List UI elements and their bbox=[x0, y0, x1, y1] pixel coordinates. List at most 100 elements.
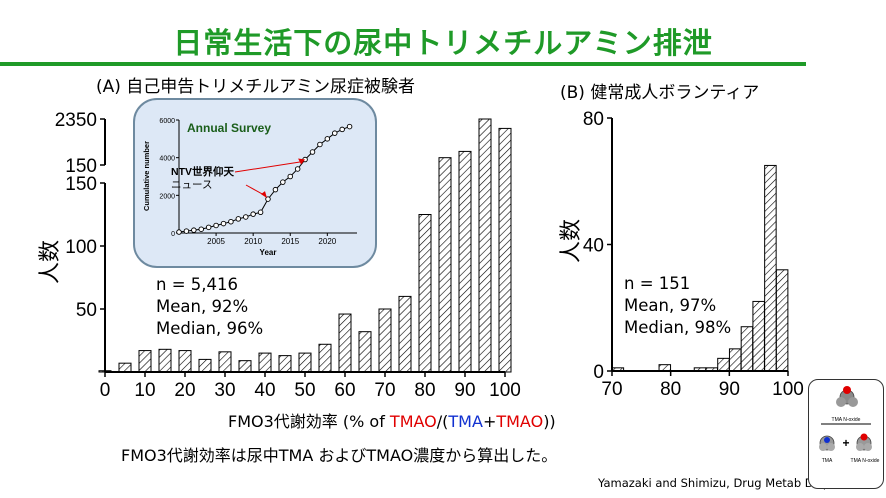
inset-point bbox=[280, 179, 286, 185]
x-tick-label: 70 bbox=[374, 380, 395, 401]
inset-xlabel: Year bbox=[260, 248, 277, 257]
inset-x-tick-label: 2020 bbox=[318, 237, 336, 246]
y-tick-label: 80 bbox=[583, 109, 604, 130]
y-tick-label: 150 bbox=[65, 174, 97, 195]
inset-x-tick-label: 2005 bbox=[207, 237, 225, 246]
inset-y-tick-label: 0 bbox=[171, 231, 175, 238]
panel-a-title: (A) 自己申告トリメチルアミン尿症被験者 bbox=[96, 77, 415, 97]
y-tick-label: 40 bbox=[583, 236, 604, 257]
stats-b-median: Median, 98% bbox=[624, 318, 732, 337]
y-tick-label: 50 bbox=[76, 300, 97, 321]
bar bbox=[478, 118, 492, 373]
x-tick-label: 10 bbox=[134, 380, 155, 401]
y-tick-label: 150 bbox=[65, 156, 97, 177]
stats-a-n: n = 5,416 bbox=[156, 275, 239, 294]
inset-y-tick-label: 2000 bbox=[159, 193, 175, 200]
x-tick-label: 70 bbox=[601, 379, 622, 400]
molecule-label-top: TMA N-oxide bbox=[832, 417, 861, 423]
inset-point bbox=[228, 218, 234, 225]
molecule-icon: TMA N-oxide + TMA TMA N-oxide bbox=[819, 386, 880, 464]
bar bbox=[498, 127, 512, 373]
inset-ylabel: Cumulative number bbox=[142, 141, 151, 211]
bar bbox=[398, 295, 412, 373]
stats-a-median: Median, 96% bbox=[156, 319, 264, 338]
inset-annotation-line2: ニュース bbox=[171, 179, 212, 191]
bar bbox=[198, 358, 212, 373]
bar bbox=[740, 326, 754, 372]
x-tick-label: 40 bbox=[254, 380, 275, 401]
y-axis-label-a: 人数 bbox=[37, 240, 62, 284]
bar bbox=[278, 355, 292, 373]
bar bbox=[258, 352, 272, 373]
bar bbox=[764, 164, 777, 372]
molecule-label-left: TMA bbox=[822, 458, 833, 464]
bar bbox=[338, 313, 352, 373]
bar bbox=[158, 348, 172, 373]
inset-point bbox=[220, 220, 227, 227]
xlabel-mid: /( bbox=[436, 412, 449, 431]
inset-chart: 2005 2010 2015 2020 0 2000 4000 6000 Year Cumulat… bbox=[142, 118, 357, 257]
bar bbox=[728, 348, 742, 372]
inset-point bbox=[324, 136, 331, 142]
inset-point bbox=[339, 126, 345, 133]
panel-b-title: (B) 健常成人ボランティア bbox=[560, 83, 760, 103]
inset-x-tick-label: 2010 bbox=[244, 237, 262, 246]
stats-a-mean: Mean, 92% bbox=[156, 297, 249, 316]
inset-title: Annual Survey bbox=[187, 121, 271, 135]
x-tick-label: 60 bbox=[334, 380, 355, 401]
inset-point bbox=[257, 209, 264, 216]
inset-y-tick-label: 6000 bbox=[159, 118, 175, 125]
inset-x-tick-label: 2015 bbox=[281, 237, 299, 246]
inset-annual-survey: 2005 2010 2015 2020 0 2000 4000 6000 Year Cumulat… bbox=[133, 98, 377, 268]
y-tick-label: 0 bbox=[593, 362, 604, 383]
bar bbox=[178, 350, 192, 373]
panel-b-chart: 70 80 90 100 0 40 80 bbox=[583, 109, 804, 400]
bar bbox=[358, 331, 372, 373]
stats-panel-a: n = 5,416 Mean, 92% Median, 96% bbox=[156, 274, 263, 340]
footnote: FMO3代謝効率は尿中TMA およびTMAO濃度から算出した。 bbox=[121, 446, 558, 465]
x-tick-label: 90 bbox=[454, 380, 475, 401]
x-tick-label: 50 bbox=[294, 380, 315, 401]
y-tick-label: 100 bbox=[65, 237, 97, 258]
inset-point bbox=[287, 173, 293, 180]
stats-panel-b: n = 151 Mean, 97% Median, 98% bbox=[624, 273, 731, 339]
x-tick-label: 20 bbox=[174, 380, 195, 401]
xlabel-tmao-2: TMAO bbox=[496, 412, 544, 431]
page-title: 日常生活下の尿中トリメチルアミン排泄 bbox=[173, 26, 713, 60]
inset-point bbox=[272, 186, 279, 193]
y-axis-label-b: 人数 bbox=[558, 219, 583, 263]
inset-point bbox=[331, 130, 338, 136]
y-tick-label: 2350 bbox=[55, 110, 97, 131]
inset-point bbox=[235, 216, 242, 222]
inset-point bbox=[317, 141, 323, 148]
x-tick-label: 80 bbox=[414, 380, 435, 401]
inset-point bbox=[183, 228, 190, 234]
molecule-label-right: TMA N-oxide bbox=[851, 458, 880, 464]
xlabel-tmao: TMAO bbox=[389, 412, 437, 431]
svg-text:+: + bbox=[842, 436, 849, 450]
bar bbox=[438, 157, 452, 373]
bar bbox=[218, 351, 232, 373]
stats-b-n: n = 151 bbox=[624, 274, 691, 293]
inset-point bbox=[176, 229, 182, 235]
x-tick-label: 100 bbox=[772, 379, 804, 400]
x-tick-label: 30 bbox=[214, 380, 235, 401]
xlabel-tma: TMA bbox=[448, 412, 483, 431]
inset-y-tick-label: 4000 bbox=[159, 156, 175, 163]
xlabel-suffix: )) bbox=[543, 412, 556, 431]
title-divider bbox=[0, 62, 806, 66]
inset-point bbox=[309, 149, 316, 155]
bar bbox=[418, 214, 432, 373]
molecule-diagram: TMA N-oxide + TMA TMA N-oxide bbox=[808, 379, 884, 489]
inset-point bbox=[294, 166, 301, 172]
x-tick-label: 100 bbox=[489, 380, 521, 401]
bar bbox=[458, 150, 472, 373]
bar bbox=[138, 350, 152, 373]
bar bbox=[378, 308, 392, 373]
bar bbox=[752, 300, 765, 372]
xlabel-plus: + bbox=[482, 412, 497, 431]
bar bbox=[238, 360, 252, 373]
bar bbox=[775, 269, 789, 372]
inset-arrowhead bbox=[261, 191, 267, 199]
